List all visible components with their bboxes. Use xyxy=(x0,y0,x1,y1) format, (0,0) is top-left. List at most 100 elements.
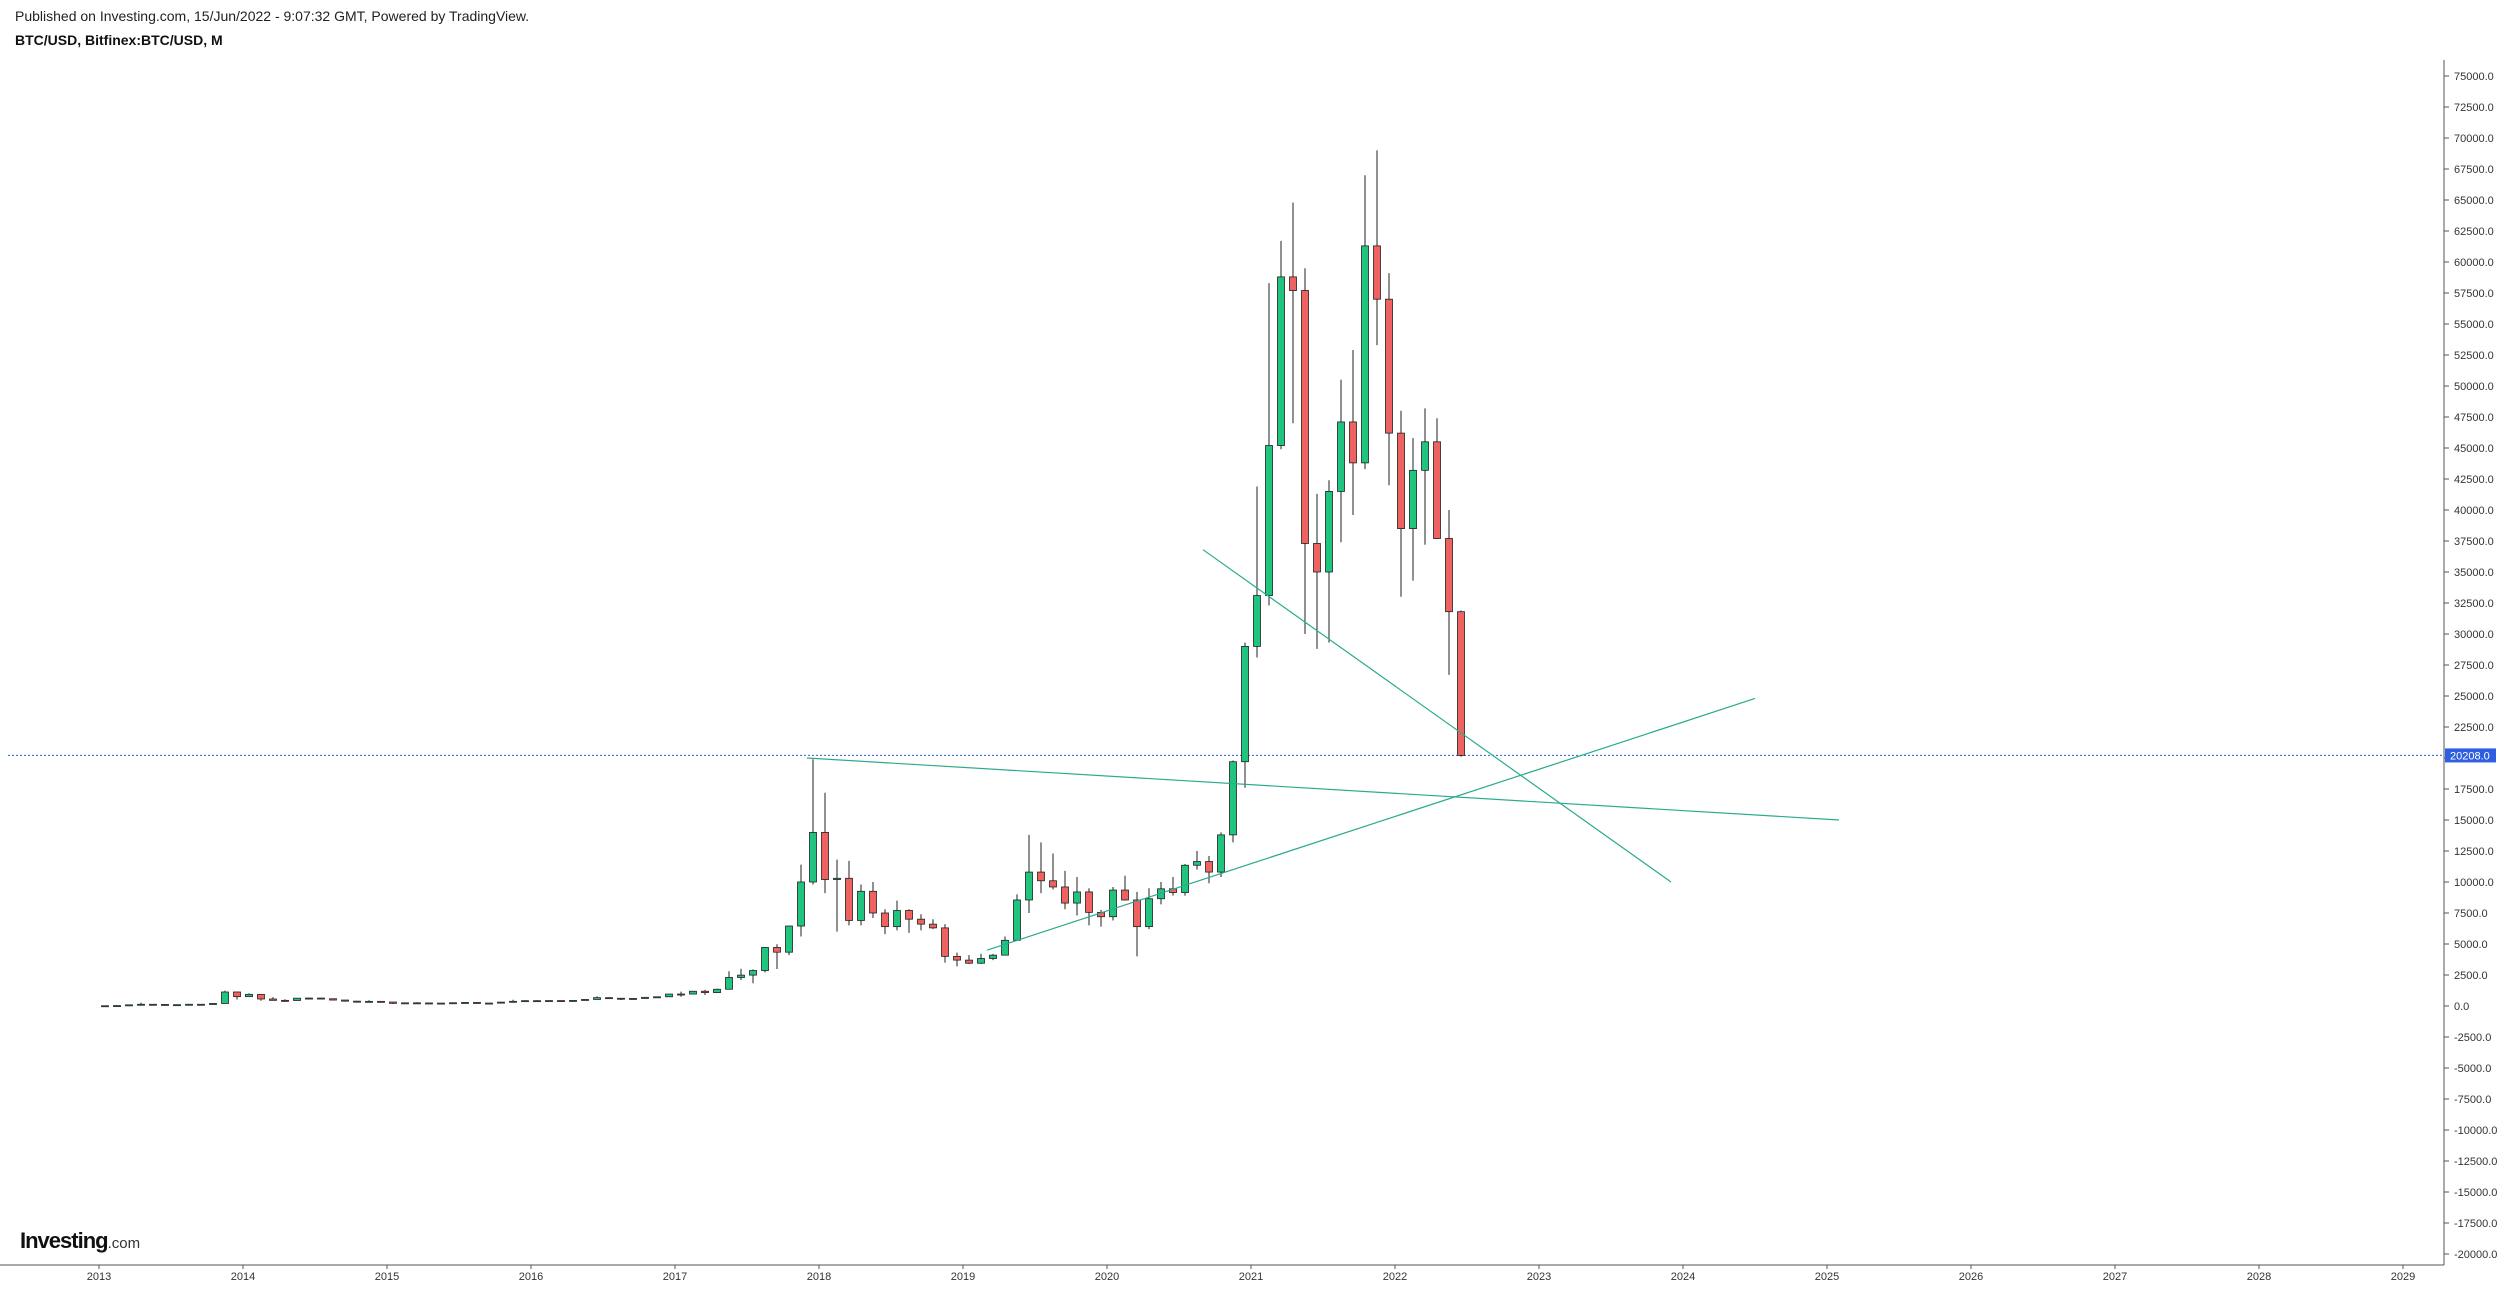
price-axis: 75000.0 72500.0 70000.0 67500.0 65000.0 62500… xyxy=(2443,60,2497,1265)
x-tick-label: 2016 xyxy=(519,1271,543,1283)
candle xyxy=(269,997,277,1001)
trendline[interactable] xyxy=(986,697,1756,951)
candle-body-up xyxy=(461,1002,469,1004)
candle xyxy=(713,988,721,994)
candle xyxy=(617,997,625,1001)
candle xyxy=(737,968,745,980)
candle xyxy=(581,999,589,1001)
trendlines[interactable] xyxy=(806,549,1840,951)
candle xyxy=(557,1000,565,1002)
candle-body-down xyxy=(377,1000,385,1003)
candle-body-up xyxy=(665,993,673,998)
x-tick-label: 2023 xyxy=(1527,1271,1551,1283)
y-tick-label: 55000.0 xyxy=(2454,319,2494,331)
x-tick-label: 2021 xyxy=(1239,1271,1263,1283)
y-tick-label: 62500.0 xyxy=(2454,226,2494,238)
candle-body-down xyxy=(1121,889,1129,901)
candle-body-down xyxy=(317,997,325,1000)
candle-body-down xyxy=(341,999,349,1002)
candle xyxy=(353,1000,361,1003)
candle-body-down xyxy=(1433,441,1441,539)
candle-body-down xyxy=(1313,543,1321,573)
candle-body-up xyxy=(629,998,637,1000)
candle-body-up xyxy=(581,999,589,1001)
y-tick-label: -20000.0 xyxy=(2454,1249,2497,1261)
candle-body-up xyxy=(653,996,661,999)
candle xyxy=(1049,853,1057,890)
candle xyxy=(173,1004,181,1007)
last-price-tag-bg xyxy=(2445,748,2496,763)
y-tick-label: 25000.0 xyxy=(2454,691,2494,703)
candle-body-up xyxy=(185,1003,193,1006)
candle xyxy=(1085,888,1093,926)
candle-body-up xyxy=(641,996,649,999)
y-tick-label: 15000.0 xyxy=(2454,815,2494,827)
candle xyxy=(1037,842,1045,894)
candle-body-up xyxy=(113,1005,121,1007)
candle-body-up xyxy=(245,993,253,998)
candle-body-up xyxy=(1361,245,1369,464)
candle-body-up xyxy=(1409,469,1417,530)
candle-body-up xyxy=(593,997,601,1000)
trendline[interactable] xyxy=(1202,549,1672,883)
candle-body-down xyxy=(389,1001,397,1004)
candle-body-up xyxy=(689,990,697,995)
candle xyxy=(869,882,877,918)
x-tick-label: 2017 xyxy=(663,1271,687,1283)
candle xyxy=(761,947,769,973)
trendline[interactable] xyxy=(806,757,1840,821)
y-tick-label: 47500.0 xyxy=(2454,412,2494,424)
candle-body-down xyxy=(1037,871,1045,882)
y-tick-label: 45000.0 xyxy=(2454,443,2494,455)
symbol-title: BTC/USD, Bitfinex:BTC/USD, M xyxy=(15,32,223,48)
candle xyxy=(833,859,841,932)
candle xyxy=(1169,877,1177,896)
candle xyxy=(1061,870,1069,910)
y-tick-label: 57500.0 xyxy=(2454,288,2494,300)
candle-body-down xyxy=(1133,899,1141,928)
candle-body-down xyxy=(473,1002,481,1004)
candle-body-up xyxy=(725,977,733,990)
candle xyxy=(1181,864,1189,896)
candle-body-down xyxy=(1349,421,1357,464)
candle-body-down xyxy=(917,918,925,925)
candle-body-down xyxy=(1049,880,1057,888)
candle-body-down xyxy=(329,998,337,1001)
candle-body-down xyxy=(1397,432,1405,529)
candle xyxy=(317,997,325,1000)
candle-body-up xyxy=(497,1001,505,1004)
candle xyxy=(1025,834,1033,913)
candle xyxy=(221,990,229,1004)
candle xyxy=(1361,175,1369,470)
candle-body-down xyxy=(881,912,889,928)
candle xyxy=(1001,936,1009,956)
candle xyxy=(1277,240,1285,450)
y-tick-label: 7500.0 xyxy=(2454,908,2488,920)
candle-body-up xyxy=(1325,490,1333,573)
y-tick-label: 35000.0 xyxy=(2454,567,2494,579)
candle xyxy=(977,953,985,964)
candle-body-up xyxy=(737,974,745,978)
candle-body-down xyxy=(437,1002,445,1005)
candle-body-down xyxy=(965,959,973,964)
candle xyxy=(677,991,685,997)
y-tick-label: 60000.0 xyxy=(2454,257,2494,269)
y-tick-label: 50000.0 xyxy=(2454,381,2494,393)
candle-body-down xyxy=(413,1002,421,1005)
candle xyxy=(569,1000,577,1002)
candle-body-up xyxy=(209,1003,217,1005)
candle-body-up xyxy=(509,1000,517,1003)
y-tick-label: -10000.0 xyxy=(2454,1125,2497,1137)
candle xyxy=(437,1002,445,1005)
y-tick-label: 30000.0 xyxy=(2454,629,2494,641)
y-tick-label: 65000.0 xyxy=(2454,195,2494,207)
candle xyxy=(629,998,637,1000)
candle xyxy=(1313,493,1321,649)
x-tick-label: 2027 xyxy=(2103,1271,2127,1283)
candle-body-up xyxy=(365,1000,373,1003)
candle xyxy=(1121,875,1129,901)
y-tick-label: -2500.0 xyxy=(2454,1032,2491,1044)
investing-logo: Investing.com xyxy=(20,1228,141,1253)
candle xyxy=(137,1002,145,1006)
